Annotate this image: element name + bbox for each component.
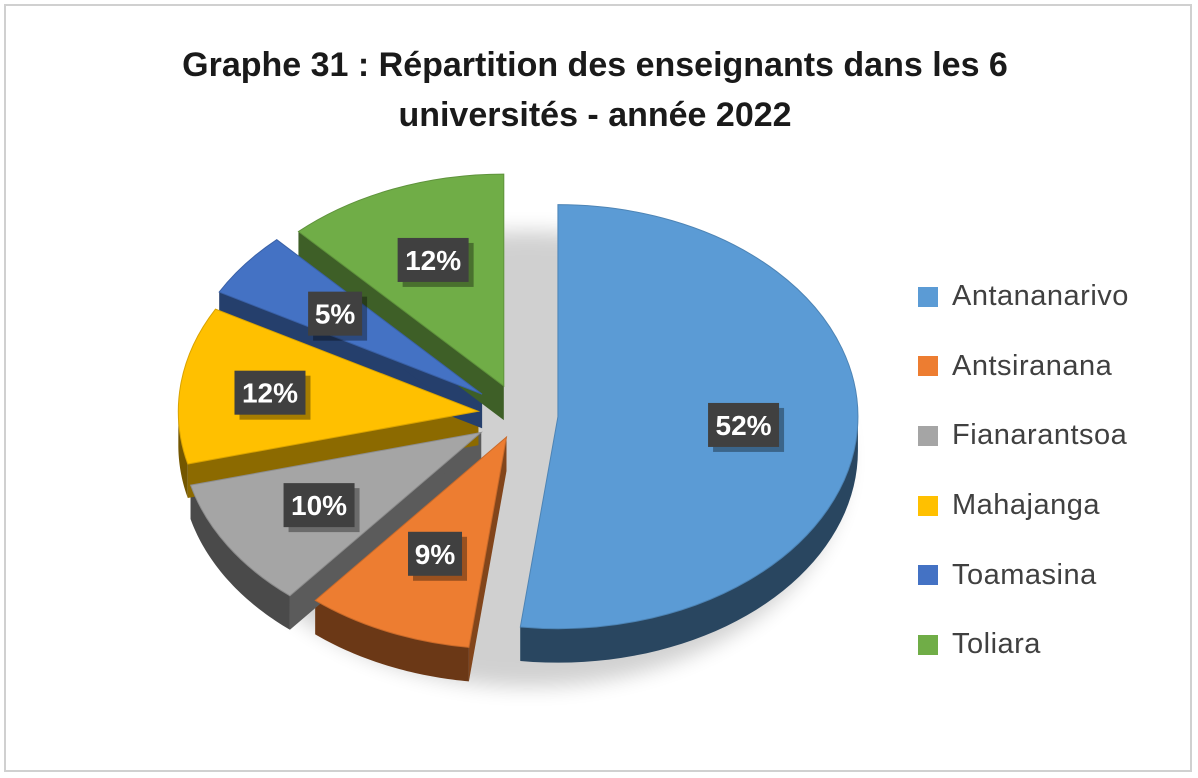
legend-label: Antsiranana (952, 349, 1113, 382)
svg-text:9%: 9% (415, 539, 456, 570)
legend-item-toamasina: Toamasina (918, 540, 1129, 610)
svg-text:12%: 12% (242, 378, 298, 409)
chart-legend: Antananarivo Antsiranana Fianarantsoa Mahaj… (918, 262, 1129, 680)
legend-label: Fianarantsoa (952, 419, 1128, 452)
chart-title: Graphe 31 : Répartition des enseignants … (0, 40, 1190, 140)
chart-title-line-2: universités - année 2022 (398, 96, 792, 134)
legend-item-fianarantsoa: Fianarantsoa (918, 401, 1129, 471)
svg-text:12%: 12% (405, 245, 461, 276)
legend-swatch (918, 356, 938, 377)
legend-label: Mahajanga (952, 489, 1100, 522)
chart-title-line-1: Graphe 31 : Répartition des enseignants … (182, 46, 1008, 84)
data-label-toliara: 12% (397, 237, 474, 287)
legend-item-toliara: Toliara (918, 610, 1129, 680)
legend-swatch (918, 495, 938, 516)
pie-slice-antananarivo (519, 204, 859, 630)
data-label-fianarantsoa: 10% (283, 483, 360, 533)
svg-text:52%: 52% (716, 410, 772, 441)
legend-label: Toamasina (952, 558, 1097, 591)
legend-swatch (918, 565, 938, 586)
legend-swatch (918, 634, 938, 655)
svg-text:10%: 10% (291, 490, 347, 521)
data-label-antananarivo: 52% (708, 402, 785, 452)
legend-item-antsiranana: Antsiranana (918, 332, 1129, 402)
legend-label: Antananarivo (952, 280, 1129, 313)
data-label-mahajanga: 12% (234, 370, 311, 420)
pie-slice-mahajanga (177, 308, 481, 465)
legend-swatch (918, 286, 938, 307)
legend-item-mahajanga: Mahajanga (918, 471, 1129, 541)
legend-swatch (918, 425, 938, 446)
legend-label: Toliara (952, 628, 1041, 661)
svg-text:5%: 5% (315, 299, 356, 330)
data-label-antsiranana: 9% (408, 531, 468, 581)
data-label-toamasina: 5% (308, 291, 368, 341)
legend-item-antananarivo: Antananarivo (918, 262, 1129, 332)
